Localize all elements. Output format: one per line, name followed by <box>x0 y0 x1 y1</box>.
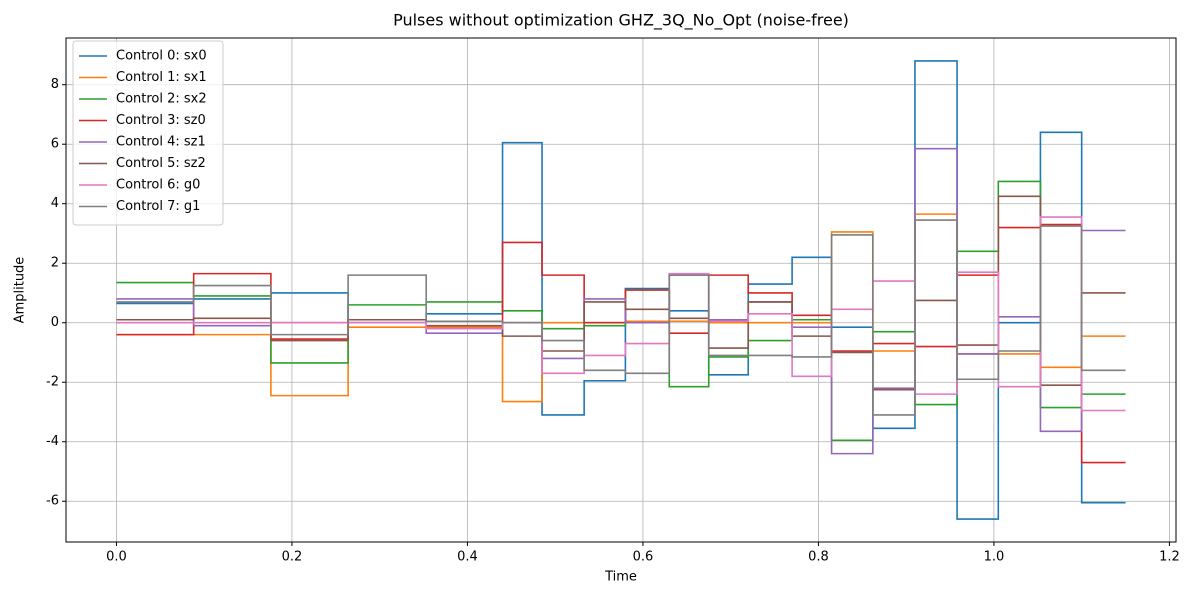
legend-label: Control 1: sx1 <box>116 70 207 85</box>
step-line <box>116 195 1126 391</box>
legend-label: Control 3: sz0 <box>116 113 206 128</box>
y-tick-label: -2 <box>46 375 59 390</box>
y-tick-label: -6 <box>46 494 59 509</box>
legend-label: Control 2: sx2 <box>116 92 207 107</box>
x-tick-label: 1.0 <box>984 550 1005 565</box>
legend-box <box>72 40 224 226</box>
x-tick-label: 0.4 <box>457 550 478 565</box>
legend-label: Control 0: sx0 <box>116 49 207 64</box>
plot-frame <box>65 37 1177 543</box>
x-tick-label: 1.2 <box>1159 550 1180 565</box>
step-line <box>116 60 1126 520</box>
x-axis-label: Time <box>604 570 637 585</box>
step-line <box>116 219 1126 416</box>
x-tick-label: 0.2 <box>282 550 303 565</box>
step-line <box>116 180 1126 442</box>
legend-label: Control 6: g0 <box>116 178 200 193</box>
y-tick-label: 2 <box>51 256 59 271</box>
legend-label: Control 5: sz2 <box>116 156 206 171</box>
x-tick-label: 0.0 <box>106 550 127 565</box>
x-tick-label: 0.6 <box>633 550 654 565</box>
step-line <box>116 216 1126 412</box>
y-axis-label: Amplitude <box>13 257 28 324</box>
y-tick-label: 4 <box>51 196 59 211</box>
legend-label: Control 4: sz1 <box>116 135 206 150</box>
y-tick-label: 6 <box>51 137 59 152</box>
step-line <box>116 213 1126 403</box>
x-tick-label: 0.8 <box>808 550 829 565</box>
y-tick-label: -4 <box>46 434 59 449</box>
step-line <box>116 223 1126 464</box>
legend-label: Control 7: g1 <box>116 199 200 214</box>
y-tick-label: 0 <box>51 315 59 330</box>
chart-title: Pulses without optimization GHZ_3Q_No_Op… <box>393 11 849 31</box>
y-tick-label: 8 <box>51 77 59 92</box>
